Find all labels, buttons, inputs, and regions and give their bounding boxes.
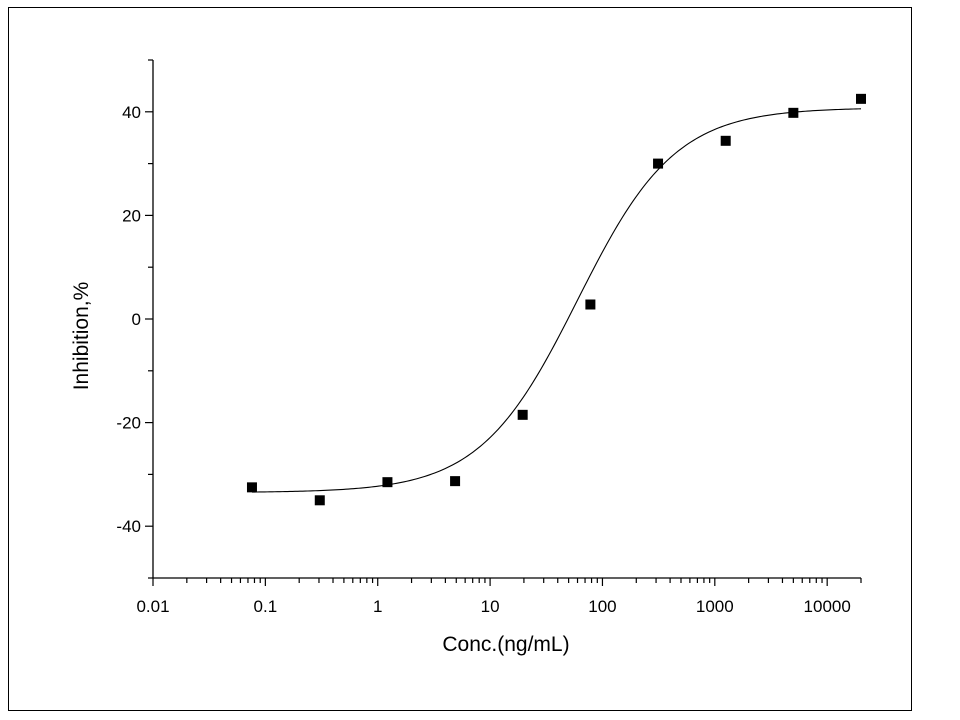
fit-curve-layer <box>251 108 862 493</box>
figure-frame <box>8 7 912 711</box>
data-point <box>788 107 799 118</box>
data-point <box>246 482 257 493</box>
data-point <box>585 299 596 310</box>
x-tick-label: 1 <box>373 597 382 616</box>
x-tick-label: 1000 <box>696 597 734 616</box>
x-tick-label: 100 <box>588 597 616 616</box>
data-point <box>517 409 528 420</box>
y-tick-label: 0 <box>132 310 141 329</box>
y-tick-label: 40 <box>122 103 141 122</box>
axes: -40 -20 0 20 40 0.01 0.1 1 10 100 1000 10000 <box>116 59 862 616</box>
y-axis-title: Inhibition,% <box>70 282 93 391</box>
y-tick-label: -20 <box>116 414 141 433</box>
data-point <box>450 476 461 487</box>
x-tick-label: 10000 <box>804 597 851 616</box>
x-tick-label: 0.01 <box>136 597 169 616</box>
data-point <box>653 158 664 169</box>
fit-curve <box>251 108 862 493</box>
data-point <box>314 495 325 506</box>
y-tick-label: 20 <box>122 206 141 225</box>
y-tick-label: -40 <box>116 517 141 536</box>
x-tick-label: 10 <box>481 597 500 616</box>
data-point <box>720 135 731 146</box>
data-point <box>856 93 866 104</box>
x-tick-label: 0.1 <box>254 597 278 616</box>
x-axis-title: Conc.(ng/mL) <box>442 633 569 656</box>
data-points-layer <box>246 93 866 506</box>
data-point <box>382 477 393 488</box>
